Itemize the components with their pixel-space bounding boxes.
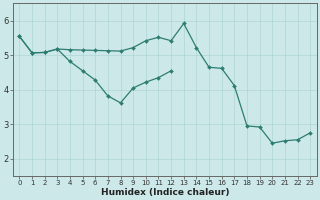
X-axis label: Humidex (Indice chaleur): Humidex (Indice chaleur): [100, 188, 229, 197]
